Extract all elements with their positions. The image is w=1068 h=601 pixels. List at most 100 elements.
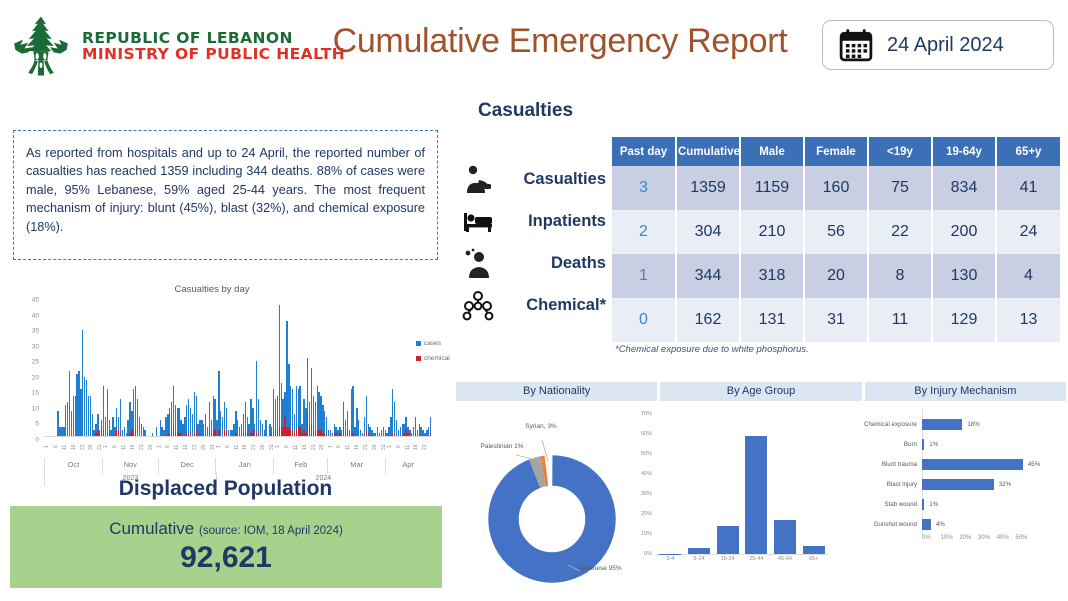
chart-bar	[378, 296, 381, 436]
table-cell: 304	[676, 210, 741, 254]
casualties-row-label: Casualties	[462, 158, 610, 200]
chart-bar	[121, 296, 124, 436]
table-column-header: 19-64y	[932, 137, 997, 166]
chart-day-tick: 6	[224, 445, 231, 449]
chart-bar	[395, 296, 398, 436]
table-cell: 834	[932, 166, 997, 210]
chart-y-tick: 35	[31, 327, 39, 335]
age-bar	[773, 520, 796, 554]
panel-header: By Nationality	[456, 382, 658, 401]
chart-bar	[373, 296, 375, 436]
chart-bar	[112, 296, 114, 436]
chart-bar	[218, 296, 220, 436]
chart-bar	[203, 296, 205, 436]
chart-bar	[394, 296, 396, 436]
displaced-value: 92,621	[180, 541, 272, 574]
legend-item-cases: cases	[416, 340, 450, 347]
chart-year-label: 2023	[44, 472, 216, 486]
chart-day-tick: 11	[233, 444, 240, 450]
injured-person-icon	[467, 165, 491, 193]
donut-chart	[488, 455, 616, 583]
chart-day-tick: 31	[380, 444, 387, 450]
chart-bar	[261, 296, 264, 436]
chart-day-tick: 1	[156, 445, 163, 449]
table-column-header: <19y	[868, 137, 933, 166]
displaced-population-title: Displaced Population	[118, 477, 333, 500]
chart-bar	[407, 296, 409, 436]
chart-day-tick: 16	[129, 444, 136, 450]
chart-bar	[282, 296, 284, 436]
chart-bar	[123, 296, 126, 436]
chart-bar	[78, 296, 80, 436]
injury-x-axis: 0% 10% 20% 30% 40% 50%	[922, 535, 1034, 541]
age-y-tick: 30%	[640, 491, 652, 497]
injury-bar	[922, 499, 925, 510]
injury-row: Blunt trauma 45%	[845, 457, 1040, 472]
casualties-footnote: *Chemical exposure due to white phosphor…	[615, 344, 809, 355]
chart-bar	[412, 296, 415, 436]
chart-bar	[388, 296, 390, 436]
casualties-table: Past day Cumulative Male Female <19y 19-64y 65…	[612, 137, 1060, 342]
chart-bar	[399, 296, 402, 436]
chart-year-labels: 2023 2024	[44, 472, 430, 486]
chart-bar	[65, 296, 67, 436]
chart-bar	[324, 296, 326, 436]
table-column-header: Female	[804, 137, 869, 166]
injury-value-label: 32%	[998, 481, 1012, 488]
chart-day-tick: 6	[283, 445, 290, 449]
chart-bar	[208, 296, 211, 436]
injury-bar	[922, 419, 963, 430]
age-y-tick: 40%	[640, 471, 652, 477]
chart-bar	[252, 296, 254, 436]
displaced-cumulative-line: Cumulative (source: IOM, 18 April 2024)	[109, 519, 343, 539]
legend-label-chemical: chemical	[424, 355, 450, 362]
chart-bar	[320, 296, 322, 436]
chart-bar	[144, 296, 146, 436]
chart-year-label: 2024	[215, 472, 430, 486]
injury-value-label: 1%	[929, 441, 939, 448]
chart-bar	[377, 296, 379, 436]
chart-day-tick: 1	[215, 445, 222, 449]
table-column-header: 65+y	[996, 137, 1060, 166]
chart-bar	[57, 296, 59, 436]
table-column-header: Past day	[612, 137, 677, 166]
chart-bar	[295, 296, 298, 436]
legend-label-cases: cases	[424, 340, 441, 347]
legend-item-chemical: chemical	[416, 355, 450, 362]
chart-bar	[397, 296, 400, 436]
chart-bar	[87, 296, 90, 436]
table-cell: 31	[804, 298, 869, 342]
age-y-tick: 10%	[640, 531, 652, 537]
age-x-labels: 0-4 5-14 15-24 25-44 45-64 65+	[656, 556, 828, 562]
table-column-header: Cumulative	[676, 137, 741, 166]
chart-day-tick: 26	[200, 444, 207, 450]
hospital-bed-icon	[464, 213, 492, 232]
chart-bar	[426, 296, 428, 436]
table-cell: 1359	[676, 166, 741, 210]
table-cell: 75	[868, 166, 933, 210]
chart-bar	[214, 296, 216, 436]
age-bar	[659, 553, 682, 554]
injury-value-label: 1%	[929, 501, 939, 508]
chart-month-label: Mar	[327, 458, 385, 474]
chart-baseline	[44, 436, 430, 437]
chart-y-tick: 25	[31, 358, 39, 366]
age-y-axis: 0% 10% 20% 30% 40% 50% 60% 70%	[628, 411, 654, 557]
chart-y-tick: 15	[31, 389, 39, 397]
chart-bar	[428, 296, 430, 436]
chart-day-tick: 16	[70, 444, 77, 450]
injury-bar	[922, 459, 1023, 470]
donut-hole	[520, 487, 584, 551]
table-cell: 8	[868, 254, 933, 298]
chart-bar	[344, 296, 347, 436]
chart-bar	[91, 296, 93, 436]
chart-bar	[248, 296, 250, 436]
chart-day-tick: 21	[79, 444, 86, 450]
chart-day-tick: 16	[301, 444, 308, 450]
chart-bar	[74, 296, 76, 436]
injury-bar	[922, 479, 994, 490]
chart-bar	[339, 296, 341, 436]
age-y-tick: 50%	[640, 451, 652, 457]
chart-bar	[418, 296, 420, 436]
table-cell: 210	[740, 210, 805, 254]
